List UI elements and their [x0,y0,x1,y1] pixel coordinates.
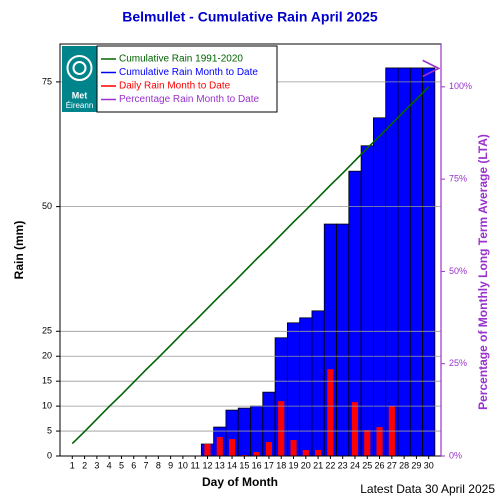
x-tick-label: 10 [178,460,188,470]
x-tick-label: 30 [424,460,434,470]
x-tick-label: 24 [350,460,360,470]
cumulative-bar [237,407,251,457]
x-tick-label: 20 [301,460,311,470]
cumulative-bar [397,67,411,457]
legend-label: Cumulative Rain Month to Date [119,67,258,78]
x-axis-label: Day of Month [202,475,278,489]
logo-swirl [72,61,87,75]
cumulative-bar [373,117,387,457]
footer: Latest Data 30 April 2025 [360,482,495,496]
logo-text: Éireann [66,101,94,110]
cumulative-bar [409,67,423,457]
logo-text: Met [72,90,88,100]
logo-swirl [66,55,93,81]
y-tick-label: 75 [42,76,52,86]
x-tick-label: 16 [252,460,262,470]
daily-bar [302,450,309,456]
x-tick-label: 3 [94,460,99,470]
cumulative-bar [422,67,436,457]
x-tick-label: 13 [215,460,225,470]
x-tick-label: 17 [264,460,274,470]
x-tick-label: 7 [144,460,149,470]
cumulative-bar [299,317,313,457]
legend-label: Percentage Rain Month to Date [119,94,260,105]
x-tick-label: 2 [82,460,87,470]
percentage-arrow [422,59,441,78]
y-tick-label: 20 [42,351,52,361]
x-tick-label: 23 [338,460,348,470]
cumulative-bar [360,145,374,457]
x-tick-label: 27 [387,460,397,470]
daily-bar [228,439,236,456]
daily-bar [351,402,359,456]
x-tick-label: 11 [191,460,200,470]
x-tick-label: 6 [131,460,136,470]
daily-bar [216,437,223,456]
y2-tick-label: 0% [449,450,462,460]
x-tick-label: 15 [239,460,249,470]
y-tick-label: 5 [47,425,52,435]
x-tick-label: 29 [411,460,421,470]
y-tick-label: 15 [42,376,52,386]
cumulative-bar [286,322,301,457]
x-tick-label: 4 [107,460,112,470]
daily-bar [253,452,260,456]
y2-tick-label: 100% [449,81,472,91]
x-tick-label: 14 [227,460,237,470]
y2-tick-label: 75% [449,173,467,183]
lta-line [71,86,430,445]
x-tick-label: 8 [156,460,161,470]
daily-bar [364,430,371,456]
daily-bar [265,442,273,456]
y-tick-label: 0 [47,450,52,460]
legend-box [96,45,278,113]
x-tick-label: 5 [119,460,124,470]
daily-bar [327,369,334,456]
x-tick-label: 28 [399,460,409,470]
legend-label: Cumulative Rain 1991-2020 [119,54,243,65]
y-axis-label: Rain (mm) [12,221,26,280]
daily-bar [376,427,383,456]
x-tick-label: 22 [325,460,335,470]
x-tick-label: 19 [289,460,299,470]
daily-bar [315,450,322,456]
chart-title: Belmullet - Cumulative Rain April 2025 [122,9,378,25]
x-tick-label: 12 [202,460,212,470]
daily-bar [290,440,297,456]
y2-tick-label: 50% [449,266,467,276]
x-tick-label: 1 [70,460,75,470]
cumulative-bar [336,223,350,457]
cumulative-bar [385,67,399,457]
daily-bar [204,444,211,456]
y-tick-label: 50 [42,201,52,211]
x-tick-label: 21 [313,460,323,470]
y-tick-label: 10 [42,400,52,410]
daily-bar [278,401,285,456]
legend-label: Daily Rain Month to Date [119,81,231,92]
y2-axis-label: Percentage of Monthly Long Term Average … [476,134,490,410]
y-tick-label: 25 [42,326,52,336]
x-tick-label: 26 [375,460,385,470]
cumulative-bar [311,310,325,457]
x-tick-label: 25 [362,460,372,470]
x-tick-label: 9 [168,460,173,470]
x-tick-label: 18 [276,460,286,470]
y2-tick-label: 25% [449,358,467,368]
